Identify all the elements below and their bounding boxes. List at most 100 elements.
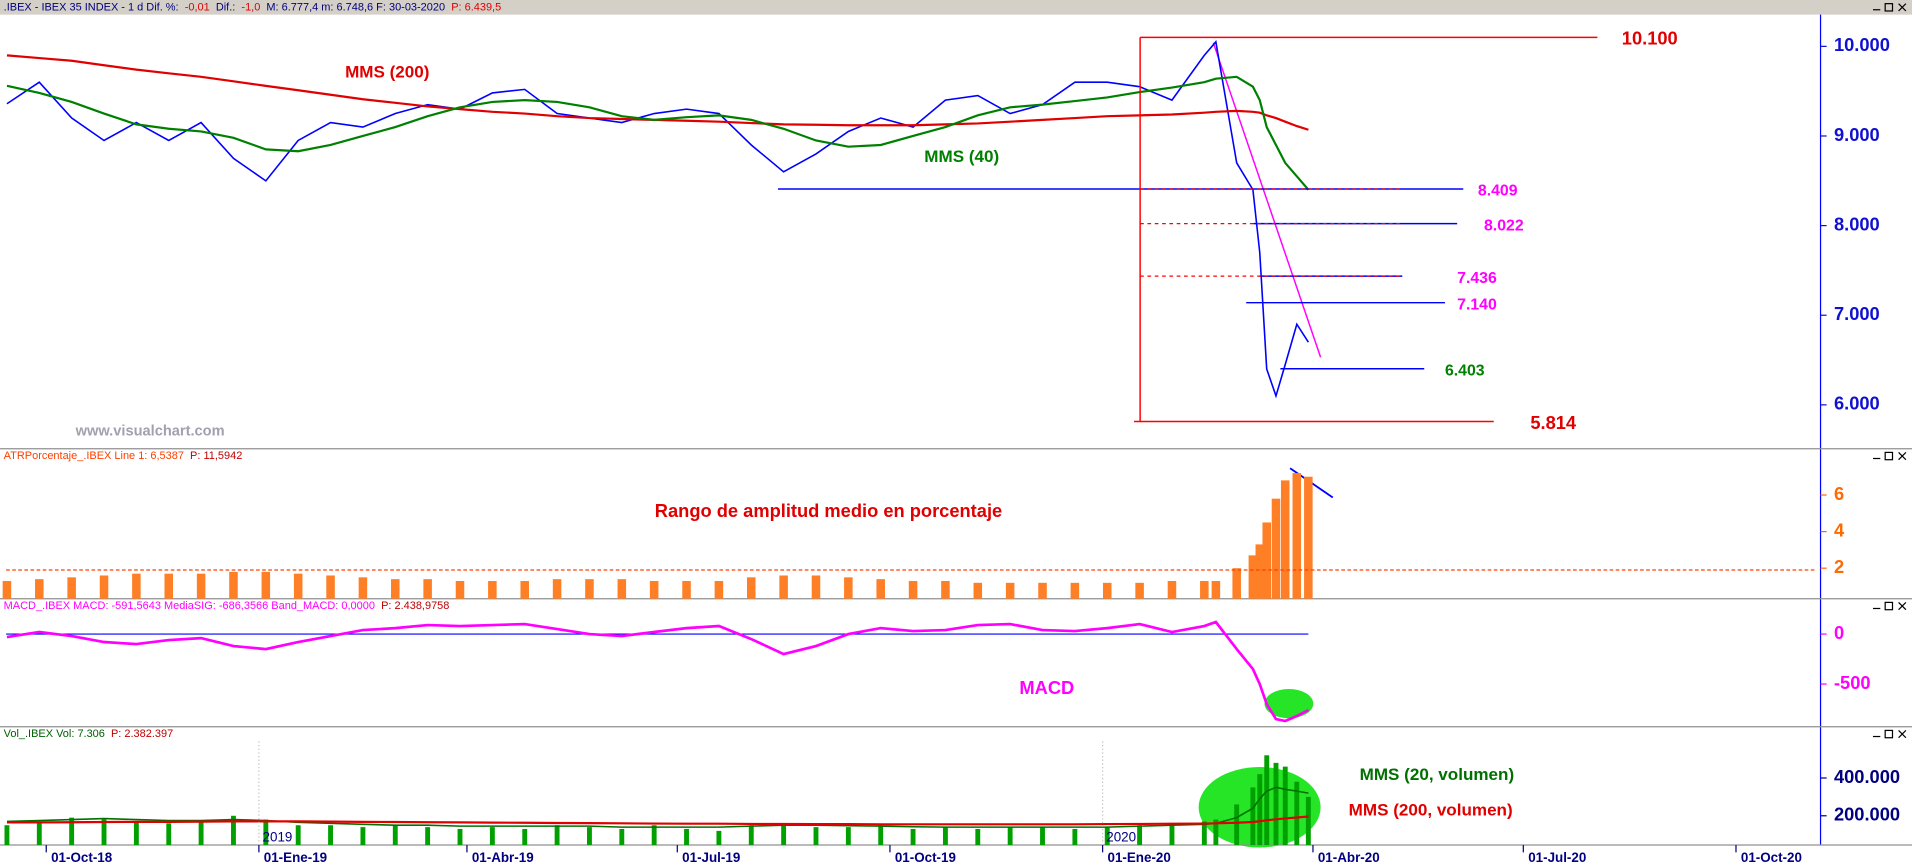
bar [942,827,948,846]
panel-header: MACD_.IBEX MACD: -591,5643 MediaSIG: -68… [4,600,450,612]
bar [1137,825,1143,846]
bar [1257,774,1263,846]
header-part: P: 11,5942 [190,450,242,462]
bar [845,827,851,846]
x-tick-label: 01-Ene-20 [1107,850,1170,865]
bar [229,571,238,599]
bar [811,575,821,599]
header-part: M: 6.777,4 m: 6.748,6 F: 30-03-2020 [266,1,445,13]
y-tick-label: 6.000 [1834,393,1880,414]
bar [1040,827,1045,846]
y-tick-label: 9.000 [1834,124,1880,145]
maximize-button [1884,451,1894,461]
bar [844,577,853,599]
bar [101,819,107,846]
x-tick-label: 01-Jul-19 [682,850,740,865]
bar [649,580,659,599]
bar [196,573,206,599]
bar [587,827,592,846]
close-button [1898,601,1907,611]
bar [520,580,529,599]
bar [198,821,204,846]
level-label: 10.100 [1622,28,1678,49]
bar [941,580,950,599]
bar [133,821,139,846]
y-tick-label: 2 [1834,556,1844,577]
bar [1305,796,1311,846]
bar [326,575,335,599]
bar [1167,580,1177,599]
header-part: P: 6.439,5 [451,1,501,13]
series-label: MMS (200) [345,63,429,82]
panel-header: .IBEX - IBEX 35 INDEX - 1 d Dif. %: -0,01… [4,1,502,13]
bar [1292,473,1302,599]
y-tick-label: 4 [1834,519,1845,540]
x-tick-label: 01-Abr-19 [472,850,534,865]
close-button [1898,3,1907,12]
x-tick-label: 01-Oct-18 [51,850,113,865]
bar [391,579,400,599]
trend-line [1212,42,1322,358]
bar [99,575,109,599]
bar [619,829,625,846]
bar [973,582,983,599]
year-label: 2019 [263,829,293,844]
level-label: 6.403 [1445,362,1485,379]
y-tick-label: 6 [1834,483,1844,504]
y-tick-label: 7.000 [1834,303,1880,324]
series-label: MMS (200, volumen) [1349,800,1513,819]
annotation: Rango de amplitud medio en porcentaje [655,500,1002,521]
bar [35,579,44,599]
bar [748,825,754,846]
bar [1007,827,1013,846]
header-part: .IBEX - IBEX 35 INDEX - 1 d Dif. %: [4,1,179,13]
header-part: P: 2.382.397 [111,728,173,740]
bar [522,829,528,846]
bar [489,827,495,846]
bar [166,823,172,846]
bar [1200,580,1209,599]
header-part: ATRPorcentaje_.IBEX Line 1: 6,5387 [4,450,184,462]
bar [779,575,788,599]
bar [975,829,981,846]
series-line [6,815,1309,826]
series-label: MMS (40) [924,147,999,166]
bar [1282,766,1288,846]
bar [1005,582,1015,599]
bar [585,579,594,599]
bar [1273,762,1279,846]
bar [67,577,76,599]
bar [423,579,432,599]
bar [684,829,689,846]
level-label: 8.022 [1484,217,1524,234]
level-label: 8.409 [1478,183,1518,200]
bar [1234,804,1240,846]
title-bar [0,0,1912,15]
level-label: 7.140 [1457,296,1497,313]
bar [554,825,560,846]
annotation: MACD [1019,677,1074,698]
bar [360,827,366,846]
bar [231,815,236,846]
bar [651,825,657,846]
bar [781,823,787,846]
bar [682,580,691,599]
bar [1294,781,1300,846]
bar [358,577,368,599]
y-tick-label: -500 [1834,672,1871,693]
header-part: -0,01 [185,1,210,13]
panel-header: ATRPorcentaje_.IBEX Line 1: 6,5387 P: 11,… [4,450,243,462]
bar [876,579,885,599]
y-tick-label: 10.000 [1834,34,1890,55]
series-line [6,75,1310,191]
bar [1264,755,1270,846]
bar [1213,819,1219,846]
bar [2,580,12,599]
panel-header: Vol_.IBEX Vol: 7.306 P: 2.382.397 [4,728,174,740]
bar [263,819,269,846]
bar [457,829,463,846]
bar [36,823,42,846]
x-tick-label: 01-Abr-20 [1318,850,1380,865]
